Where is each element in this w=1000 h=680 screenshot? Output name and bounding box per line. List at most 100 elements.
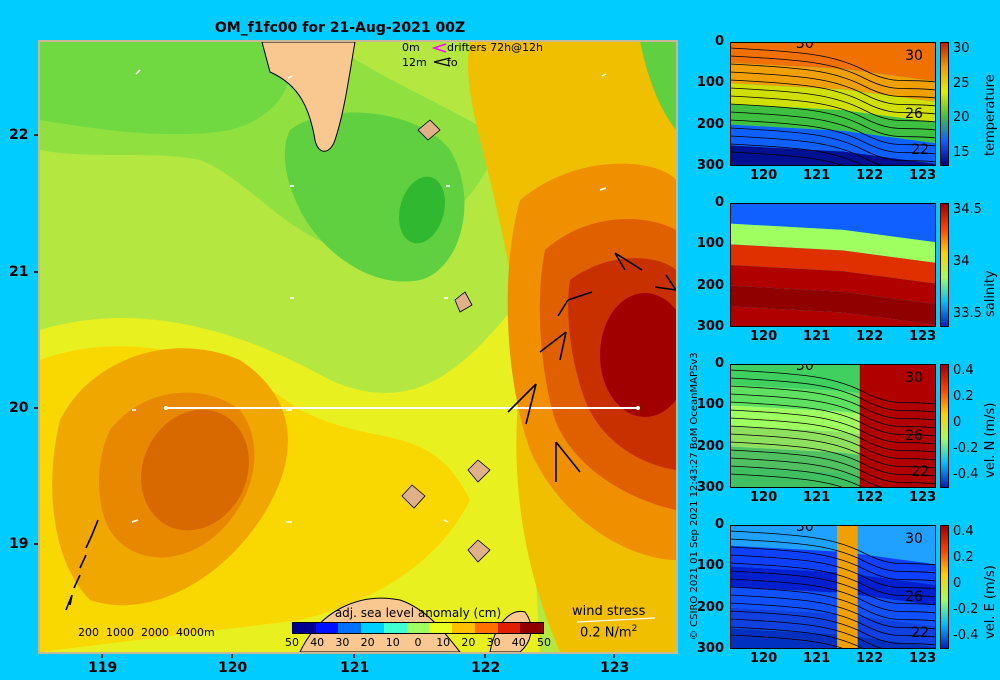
isotherm-line <box>730 417 936 453</box>
colorbar-swatch <box>338 623 362 633</box>
section-band <box>730 145 936 166</box>
isotherm-label: 30 <box>905 370 923 386</box>
depth-tick: 300 <box>696 641 724 656</box>
section-colorbar <box>940 525 949 649</box>
isotherm-line <box>730 594 936 630</box>
isotherm-line <box>730 143 865 166</box>
isotherm-line <box>730 385 936 421</box>
section-band <box>730 525 936 565</box>
section-ylabel: salinity <box>983 270 998 317</box>
isotherm-line <box>730 626 865 649</box>
section-colorbar-tick: -0.4 <box>953 467 979 482</box>
section-ylabel: temperature <box>983 74 998 156</box>
drifter-arrows <box>131 69 607 523</box>
colorbar-tick: 20 <box>461 636 476 649</box>
depth-tick: 200 <box>696 116 724 132</box>
colorbar-swatch <box>429 623 453 633</box>
map-title: OM_f1fc00 for 21-Aug-2021 00Z <box>214 20 466 36</box>
isotherm-line <box>730 63 936 99</box>
section-band <box>730 244 936 284</box>
isotherm-label: 22 <box>911 464 929 480</box>
depth-tick: 0 <box>714 195 724 210</box>
section-lon-tick: 120 <box>750 651 778 666</box>
sea-level-map <box>34 40 678 658</box>
isotherm-line <box>730 377 936 413</box>
lon-tick-123: 123 <box>600 660 630 676</box>
section-band <box>730 83 936 123</box>
section-band <box>730 124 936 164</box>
section-colorbar-tick: 0 <box>953 576 962 591</box>
depth-tick: 200 <box>696 599 724 615</box>
sla-eddy-west <box>141 409 249 531</box>
isotherm-line <box>730 369 936 405</box>
section-colorbar <box>940 203 949 327</box>
isotherm-label: 26 <box>905 106 923 122</box>
section-colorbar-tick: 25 <box>953 75 970 91</box>
isotherm-label: 22 <box>911 142 929 158</box>
land-island-1 <box>417 119 441 141</box>
credit-text: © CSIRO 2021 01 Sep 2021 12:43:27 BoM Oc… <box>689 352 700 640</box>
section-lon-tick: 120 <box>750 329 778 344</box>
isotherm-line <box>730 546 936 582</box>
isotherm-line <box>730 602 936 638</box>
isotherm-line <box>730 441 936 477</box>
colorbar-swatch <box>293 623 316 633</box>
colorbar-tick: 50 <box>537 636 551 649</box>
section-colorbar-tick: 15 <box>953 145 970 160</box>
land-island-3 <box>467 459 491 483</box>
colorbar-swatch <box>383 623 407 633</box>
isotherm-line <box>730 127 936 163</box>
isotherm-line <box>730 95 936 131</box>
section-lon-tick: 122 <box>856 490 884 505</box>
section-colorbar-tick: 0.4 <box>953 524 974 539</box>
isotherm-line <box>730 562 936 598</box>
land-island-2 <box>454 291 473 313</box>
colorbar-tick: 10 <box>436 636 451 649</box>
section-lon-tick: 120 <box>750 490 778 505</box>
section-lon-tick: 123 <box>909 651 937 666</box>
section-colorbar-tick: 33.5 <box>953 306 982 321</box>
section-colorbar-tick: 0.2 <box>953 550 974 565</box>
isotherm-line <box>730 103 936 139</box>
wind-stress-label: wind stress <box>572 604 646 619</box>
section-colorbar-tick: -0.2 <box>953 441 979 456</box>
isotherm-label: 30 <box>905 531 923 547</box>
isotherm-line <box>730 401 936 437</box>
section-plot-temperature: 30 30 26 22 <box>730 42 936 166</box>
sla-zone-green-core <box>398 176 446 244</box>
sla-zone-green-nw <box>40 42 292 135</box>
isotherm-line <box>730 465 865 488</box>
section-band <box>730 306 936 327</box>
colorbar-swatch <box>497 623 521 633</box>
legend-currents-label: fo <box>447 56 458 69</box>
legend-depth-0m: 0m <box>402 41 420 54</box>
section-colorbar <box>940 42 949 166</box>
isotherm-line <box>730 610 936 646</box>
depth-tick: 100 <box>696 558 724 574</box>
section-colorbar-tick: 34.5 <box>953 202 982 217</box>
colorbar-swatch <box>406 623 430 633</box>
lon-tick-122: 122 <box>471 660 501 676</box>
isotherm-line <box>730 79 936 115</box>
isotherm-label: 30 <box>796 42 814 52</box>
isotherm-label: 30 <box>796 364 814 374</box>
isotherm-line <box>730 570 936 606</box>
section-band <box>730 203 936 243</box>
isotherm-line <box>730 151 847 166</box>
section-plot-salinity <box>730 203 936 327</box>
isotherm-line <box>730 55 936 91</box>
isotherm-line <box>730 449 936 485</box>
land-island-5 <box>467 539 491 563</box>
section-lon-tick: 120 <box>750 168 778 183</box>
depth-tick: 200 <box>696 277 724 293</box>
depth-tick: 200 <box>696 438 724 454</box>
depth-tick: 300 <box>696 158 724 173</box>
section-colorbar-tick: 0.2 <box>953 389 974 404</box>
section-colorbar-tick: 0 <box>953 415 962 430</box>
section-lon-tick: 122 <box>856 168 884 183</box>
section-lon-tick: 123 <box>909 329 937 344</box>
section-band <box>730 607 936 647</box>
section-band <box>730 223 936 263</box>
bathymetry-legend: 200 1000 2000 4000m <box>78 626 215 639</box>
legend-drifters-label: drifters 72h@12h <box>447 41 544 54</box>
